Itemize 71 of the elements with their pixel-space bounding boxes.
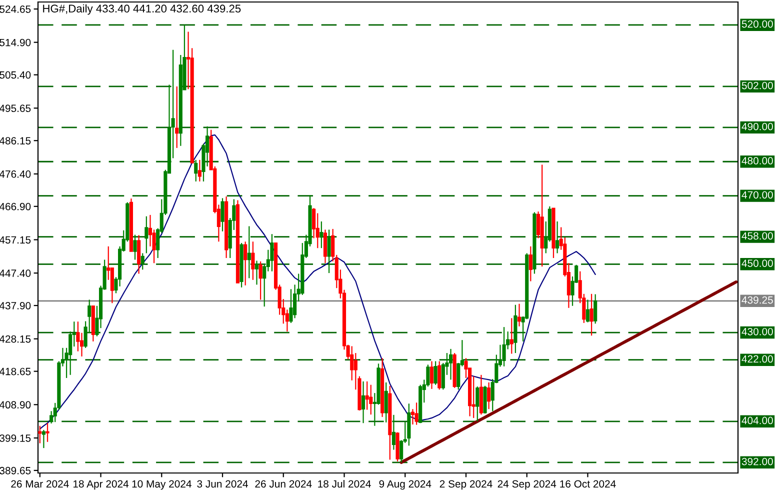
x-tick-label: 24 Sep 2024 [498, 480, 556, 490]
candlestick [194, 159, 198, 182]
candlestick [594, 294, 598, 324]
candlestick [430, 360, 434, 390]
candlestick [361, 380, 366, 424]
line-series [400, 280, 738, 464]
ref-line-label: 520.00 [742, 20, 773, 28]
x-tick-label: 26 Jun 2024 [255, 480, 312, 488]
ref-line-label: 422.00 [742, 355, 773, 363]
candlestick [320, 220, 324, 249]
y-tick-label: 514.90 [0, 38, 31, 46]
x-tick-label: 18 Jul 2024 [318, 480, 371, 488]
candlestick [365, 380, 369, 410]
x-tick-label: 2 Sep 2024 [440, 480, 492, 490]
candlestick [244, 241, 248, 286]
candlestick [220, 198, 224, 232]
candlestick [502, 326, 506, 367]
candlestick [144, 216, 148, 254]
ref-line-label: 439.25 [742, 296, 773, 304]
candlestick [369, 384, 373, 416]
y-tick-label: 399.15 [0, 434, 31, 442]
candlestick [327, 229, 331, 274]
candlestick [198, 159, 202, 182]
candlestick [38, 425, 42, 444]
y-tick-label: 389.65 [0, 466, 31, 474]
chart-title: HG#,Daily 433.40 441.20 432.60 439.25 [43, 4, 241, 15]
candlestick [137, 234, 141, 274]
ref-line-label: 392.00 [742, 458, 773, 466]
candlestick [586, 299, 590, 323]
candlestick [510, 318, 514, 354]
candlestick [556, 220, 560, 254]
candlestick [590, 293, 594, 336]
ref-line-label: 430.00 [742, 328, 773, 336]
candlestick [270, 234, 274, 272]
ref-line-label: 502.00 [742, 82, 773, 90]
y-tick-label: 524.65 [0, 6, 31, 13]
candlestick [384, 382, 388, 423]
ref-line-label: 470.00 [742, 191, 773, 199]
x-tick-label: 26 Mar 2024 [11, 480, 69, 488]
candlestick [392, 414, 396, 450]
candlestick [140, 252, 144, 270]
candlestick [323, 229, 328, 264]
candlestick [414, 402, 418, 426]
line-series [39, 134, 596, 430]
candlestick [258, 260, 262, 300]
candlestick [476, 386, 480, 422]
x-tick-label: 9 Aug 2024 [379, 480, 432, 490]
ref-line-label: 480.00 [742, 157, 773, 164]
x-tick-label: 16 Oct 2024 [560, 480, 616, 488]
candlestick [175, 86, 179, 149]
candlestick [133, 234, 137, 260]
candlestick [46, 422, 50, 442]
candlestick [434, 360, 438, 386]
candlestick [517, 303, 522, 327]
x-tick-label: 18 Apr 2024 [73, 480, 129, 490]
ref-line-label: 404.00 [742, 416, 773, 424]
y-tick-label: 505.40 [0, 71, 31, 79]
candlestick [289, 288, 293, 324]
candlestick [528, 246, 532, 282]
candlestick [247, 226, 251, 279]
candlestick [448, 348, 453, 380]
candlestick [487, 382, 491, 410]
candlestick [42, 429, 46, 449]
candlestick [254, 260, 259, 286]
candlestick [251, 241, 255, 280]
ref-line-label: 490.00 [742, 122, 773, 130]
x-tick-label: 10 May 2024 [132, 480, 192, 490]
candlestick [438, 360, 442, 390]
ref-line-label: 450.00 [742, 260, 773, 267]
x-tick-label: 3 Jun 2024 [197, 480, 248, 488]
ref-line-label: 458.00 [742, 232, 773, 240]
